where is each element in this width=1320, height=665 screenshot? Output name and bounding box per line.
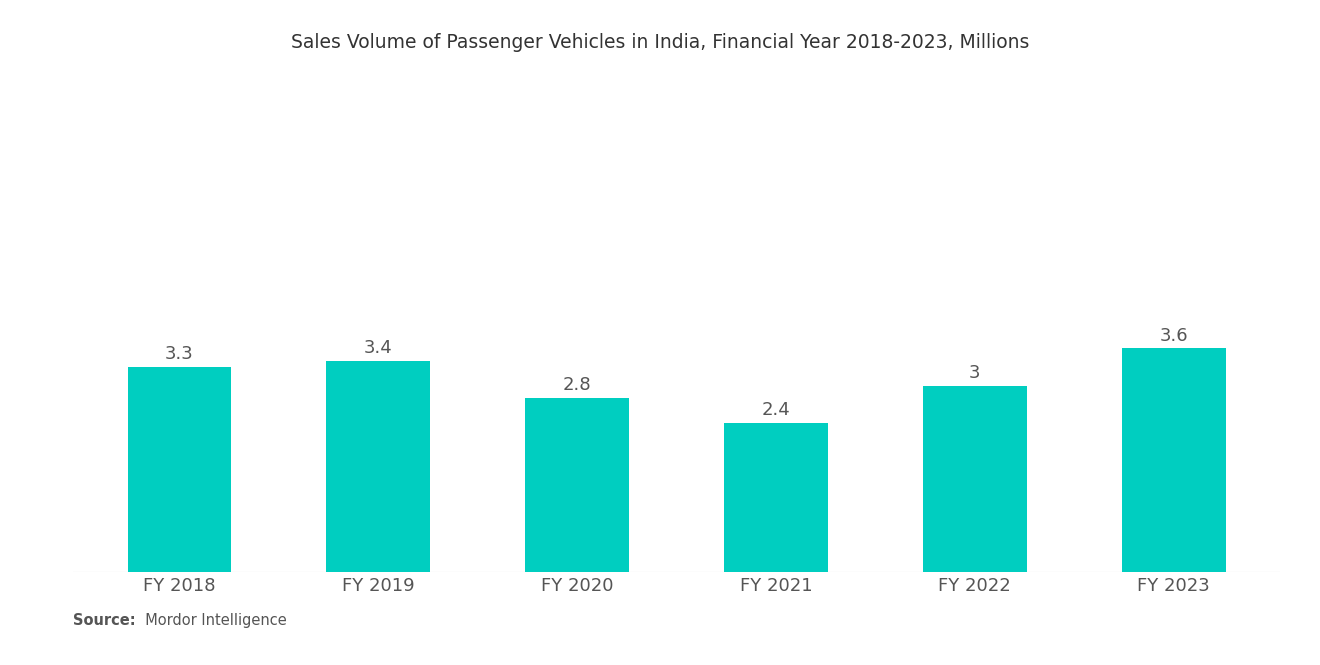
Text: 3.3: 3.3 xyxy=(165,345,194,363)
Bar xyxy=(923,386,1027,572)
Text: 3: 3 xyxy=(969,364,981,382)
Text: 3.4: 3.4 xyxy=(364,339,392,357)
Text: Mordor Intelligence: Mordor Intelligence xyxy=(136,613,286,628)
Bar xyxy=(128,367,231,572)
Bar xyxy=(725,423,828,572)
Text: 2.4: 2.4 xyxy=(762,401,791,419)
Text: Sales Volume of Passenger Vehicles in India, Financial Year 2018-2023, Millions: Sales Volume of Passenger Vehicles in In… xyxy=(290,33,1030,53)
Bar xyxy=(1122,348,1225,572)
Text: 3.6: 3.6 xyxy=(1159,327,1188,344)
Text: 2.8: 2.8 xyxy=(562,376,591,394)
Bar xyxy=(525,398,628,572)
Text: Source:: Source: xyxy=(73,613,135,628)
Bar xyxy=(326,361,430,572)
